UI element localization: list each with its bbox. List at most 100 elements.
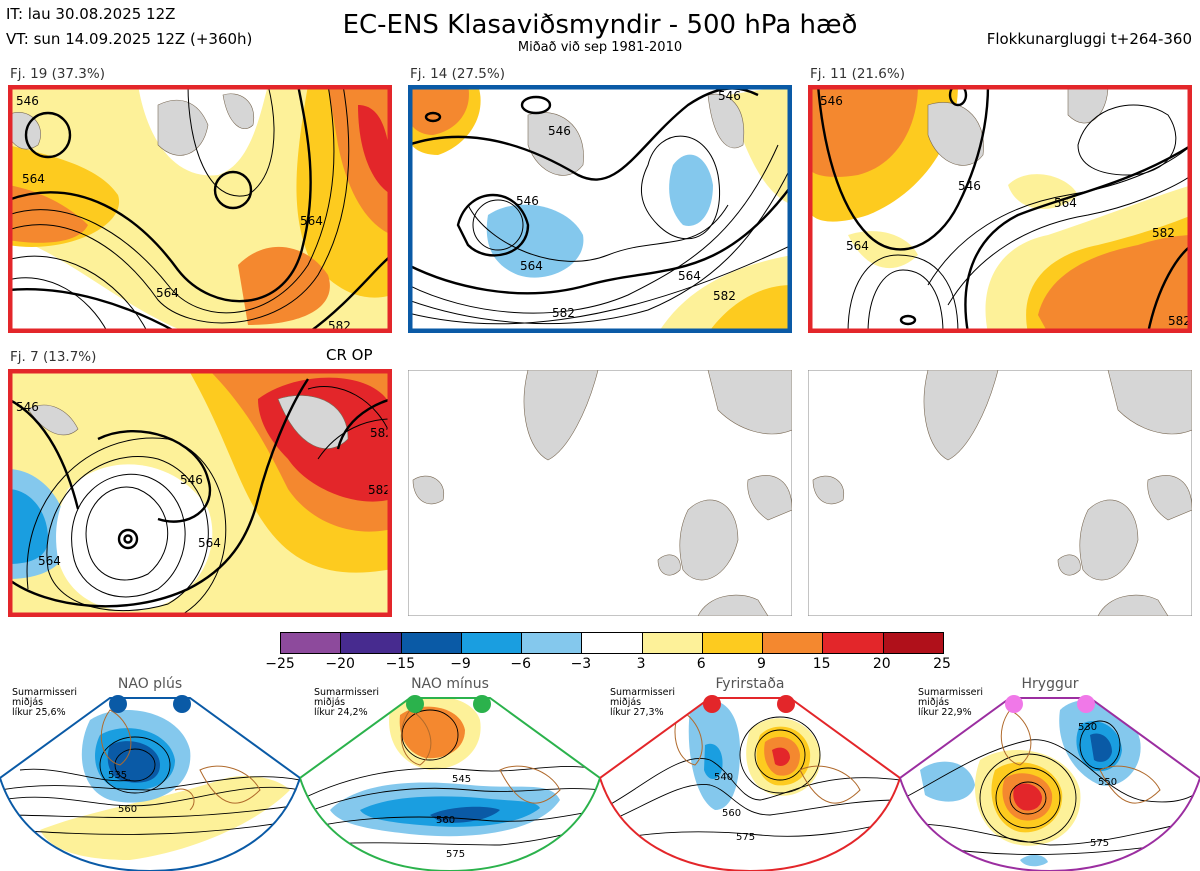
cluster-frame (8, 369, 392, 617)
colorbar-swatch (460, 633, 522, 653)
contour-label: 564 (22, 172, 45, 186)
contour-label: 564 (678, 269, 701, 283)
init-time: IT: lau 30.08.2025 12Z (6, 5, 176, 23)
regime-note-line: Sumarmisseri (314, 687, 380, 698)
regime-contour-label: 575 (1090, 838, 1109, 849)
colorbar-tick-label: −15 (385, 656, 416, 672)
regime-2-map: 545 560 575 (300, 695, 600, 871)
contour-label: 582 (1168, 314, 1191, 328)
contour-label: 546 (718, 89, 741, 103)
colorbar-swatch (281, 633, 341, 653)
regime-note-line: Sumarmisseri (12, 687, 78, 698)
colorbar-tick-label: −25 (265, 656, 295, 672)
contour-label: 546 (516, 194, 539, 208)
regime-contour-label: 530 (1078, 722, 1097, 733)
contour-label: 564 (520, 259, 543, 273)
page-title: EC-ENS Klasaviðsmyndir - 500 hPa hæð (342, 10, 858, 40)
contour-label: 546 (16, 400, 39, 414)
regime-contour-label: 540 (714, 772, 733, 783)
contour-label: 564 (300, 214, 323, 228)
regime-4-note: Sumarmisseri miðjás líkur 22,9% (918, 688, 1008, 718)
classification-window: Flokkunargluggi t+264-360 (986, 30, 1192, 48)
cluster-2-map: 546 546 546 564 564 582 582 (408, 85, 792, 333)
colorbar-swatch (882, 633, 943, 653)
colorbar-tick-label: −9 (450, 656, 471, 672)
regime-note-line: líkur 24,2% (314, 707, 368, 718)
regime-4-title: Hryggur (1021, 676, 1079, 692)
regime-note-line: miðjás (918, 697, 950, 708)
contour-label: 546 (548, 124, 571, 138)
regime-note-line: Sumarmisseri (918, 687, 984, 698)
regime-3-note: Sumarmisseri miðjás líkur 27,3% (610, 688, 700, 718)
regime-contour-label: 560 (436, 815, 455, 826)
empty-map-5 (408, 370, 792, 616)
contour-label: 582 (368, 483, 391, 497)
regime-marker-dot (173, 695, 191, 713)
cluster-4-label: Fj. 7 (13.7%) (10, 349, 97, 365)
regime-marker-dot (406, 695, 424, 713)
colorbar-swatch (521, 633, 582, 653)
regime-note-line: líkur 25,6% (12, 707, 66, 718)
colorbar-swatch (762, 633, 823, 653)
regime-contour-label: 560 (722, 808, 741, 819)
map-anomaly-negative (486, 204, 584, 278)
contour-label: 582 (370, 426, 392, 440)
colorbar-tick-label: 15 (812, 656, 831, 672)
colorbar-swatch (581, 633, 642, 653)
contour-label: 564 (1054, 196, 1077, 210)
regime-marker-dot (703, 695, 721, 713)
colorbar-swatch (701, 633, 763, 653)
regime-note-line: miðjás (610, 697, 642, 708)
regime-marker-dot (109, 695, 127, 713)
regime-marker-dot (1005, 695, 1023, 713)
contour-label: 564 (846, 239, 869, 253)
regime-contour-label: 560 (118, 804, 137, 815)
cluster-frame (808, 85, 1192, 333)
cluster-frame (408, 85, 792, 333)
map-anomaly-neutral (8, 235, 188, 333)
colorbar-swatch (641, 633, 702, 653)
contour-label: 546 (958, 179, 981, 193)
cluster-2-label: Fj. 14 (27.5%) (410, 66, 505, 82)
colorbar-tick-label: −6 (510, 656, 532, 672)
colorbar-tick-label: 6 (696, 656, 706, 672)
regime-3-title: Fyrirstaða (715, 676, 785, 692)
colorbar-swatch (340, 633, 401, 653)
regime-note-line: miðjás (12, 697, 44, 708)
regime-2-title: NAO mínus (411, 676, 489, 692)
contour-label: 564 (198, 536, 221, 550)
regime-1-note: Sumarmisseri miðjás líkur 25,6% (12, 688, 102, 718)
contour-label: 546 (16, 94, 39, 108)
regime-contour-label: 575 (736, 832, 755, 843)
cluster-4-map: 546 546 564 564 582 582 (8, 369, 392, 617)
cluster-1-label: Fj. 19 (37.3%) (10, 66, 105, 82)
colorbar-tick-label: −20 (325, 656, 355, 672)
colorbar-tick-label: 9 (756, 656, 766, 672)
colorbar-tick-label: 3 (636, 656, 646, 672)
contour-label: 564 (38, 554, 61, 568)
contour-label: 564 (156, 286, 179, 300)
regime-note-line: líkur 22,9% (918, 707, 972, 718)
contour-label: 582 (713, 289, 736, 303)
regime-2-note: Sumarmisseri miðjás líkur 24,2% (314, 688, 404, 718)
greenland-land (523, 370, 599, 461)
cluster-frame (8, 85, 392, 333)
colorbar-tick-label: −3 (570, 656, 592, 672)
colorbar-tick-label: 25 (933, 656, 951, 672)
regime-note-line: líkur 27,3% (610, 707, 664, 718)
regime-marker-dot (473, 695, 491, 713)
regime-marker-dot (1077, 695, 1095, 713)
cr-op-label: CR OP (326, 346, 373, 364)
landmass (157, 99, 209, 156)
empty-map-6 (808, 370, 1192, 616)
valid-time: VT: sun 14.09.2025 12Z (+360h) (6, 30, 253, 48)
regime-contour-label: 550 (1098, 777, 1117, 788)
regime-note-line: Sumarmisseri (610, 687, 676, 698)
page-subtitle: Miðað við sep 1981-2010 (517, 40, 683, 55)
regime-1-title: NAO plús (117, 676, 183, 692)
regime-contour-label: 535 (108, 770, 127, 781)
regime-contour-label: 575 (446, 849, 465, 860)
contour-label: 546 (820, 94, 843, 108)
colorbar-tick-label: 20 (872, 656, 891, 672)
colorbar-swatch (400, 633, 461, 653)
